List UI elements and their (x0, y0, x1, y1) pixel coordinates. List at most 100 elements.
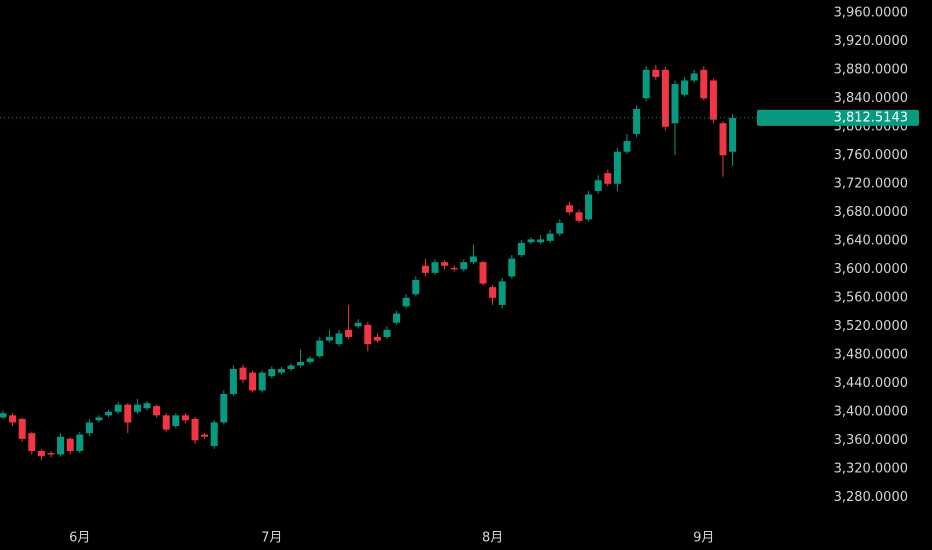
candle-body (0, 413, 7, 418)
candle-body (623, 141, 631, 152)
candle-body (210, 422, 218, 446)
y-tick-label: 3,280.0000 (834, 490, 908, 505)
y-tick-label: 3,640.0000 (834, 233, 908, 248)
candle-body (690, 73, 698, 81)
candle-body (172, 415, 180, 427)
y-tick-label: 3,680.0000 (834, 205, 908, 220)
x-tick-label: 9月 (693, 531, 714, 546)
candle-body (373, 336, 381, 341)
candle-body (594, 180, 602, 191)
last-price-label: 3,812.5143 (834, 110, 908, 125)
y-tick-label: 3,840.0000 (834, 91, 908, 106)
candle-body (421, 265, 429, 273)
candle-body (239, 367, 247, 380)
candle-body (556, 222, 564, 234)
candle-body (661, 69, 669, 127)
candle-body (364, 324, 372, 345)
candle-body (18, 418, 26, 439)
candle-body (585, 194, 593, 220)
candle-body (95, 417, 103, 421)
candle-body (181, 415, 189, 421)
candle-body (431, 262, 439, 273)
candle-body (508, 258, 516, 277)
candle-body (402, 297, 410, 307)
candle-body (565, 205, 573, 213)
y-tick-label: 3,600.0000 (834, 262, 908, 277)
candle-body (498, 281, 506, 305)
candle-body (345, 329, 353, 337)
y-tick-label: 3,760.0000 (834, 148, 908, 163)
candle-body (354, 322, 362, 327)
y-tick-label: 3,880.0000 (834, 62, 908, 77)
candle-body (85, 422, 93, 434)
candle-body (633, 109, 641, 134)
candle-body (729, 117, 737, 152)
candle-body (469, 256, 477, 263)
candle-body (537, 239, 545, 243)
candle-body (306, 358, 314, 362)
last-price-box (757, 109, 919, 126)
y-tick-label: 3,960.0000 (834, 5, 908, 20)
candle-body (316, 340, 324, 357)
candle-body (268, 369, 276, 377)
y-tick-label: 3,400.0000 (834, 404, 908, 419)
candle-body (297, 361, 305, 366)
candle-body (201, 434, 209, 437)
candle-body (114, 404, 122, 412)
y-tick-label: 3,720.0000 (834, 176, 908, 191)
x-tick-label: 8月 (482, 531, 503, 546)
candle-body (479, 262, 487, 284)
candle-body (66, 438, 74, 451)
y-tick-label: 3,480.0000 (834, 347, 908, 362)
candle-body (28, 433, 36, 451)
y-tick-label: 3,520.0000 (834, 319, 908, 334)
y-tick-label: 3,560.0000 (834, 290, 908, 305)
x-tick-label: 6月 (69, 531, 90, 546)
y-tick-label: 3,440.0000 (834, 376, 908, 391)
candle-body (517, 242, 525, 256)
candle-body (229, 369, 237, 394)
candle-body (133, 404, 141, 412)
candle-body (575, 212, 583, 221)
x-tick-label: 7月 (261, 531, 282, 546)
candle-body (412, 279, 420, 295)
candle-body (700, 69, 708, 99)
candle-body (527, 239, 535, 243)
candle-body (220, 393, 228, 423)
candle-body (383, 329, 391, 337)
candle-body (47, 453, 55, 455)
candle-body (277, 369, 285, 373)
candle-body (546, 233, 554, 241)
candle-body (57, 436, 65, 455)
candle-body (249, 372, 257, 391)
candle-body (441, 262, 449, 266)
y-tick-label: 3,320.0000 (834, 461, 908, 476)
candle-body (325, 336, 333, 341)
candle-body (9, 415, 17, 423)
candle-body (681, 80, 689, 95)
candle-body (450, 267, 458, 270)
candle-body (613, 151, 621, 184)
candle-body (671, 84, 679, 124)
candle-body (719, 123, 727, 156)
candle-body (37, 450, 45, 456)
candle-body (604, 173, 612, 184)
candle-body (489, 287, 497, 298)
candle-body (143, 403, 151, 409)
candle-body (652, 69, 660, 77)
candle-body (153, 406, 161, 416)
candle-body (76, 434, 84, 451)
candle-body (162, 415, 170, 430)
candle-body (642, 69, 650, 99)
y-tick-label: 3,920.0000 (834, 34, 908, 49)
candle-body (393, 313, 401, 323)
y-tick-label: 3,360.0000 (834, 433, 908, 448)
candle-body (709, 80, 717, 120)
candle-body (258, 372, 266, 391)
candle-body (124, 404, 132, 423)
candle-body (460, 262, 468, 270)
candle-body (287, 365, 295, 370)
candle-body (335, 333, 343, 345)
candle-body (191, 418, 199, 441)
